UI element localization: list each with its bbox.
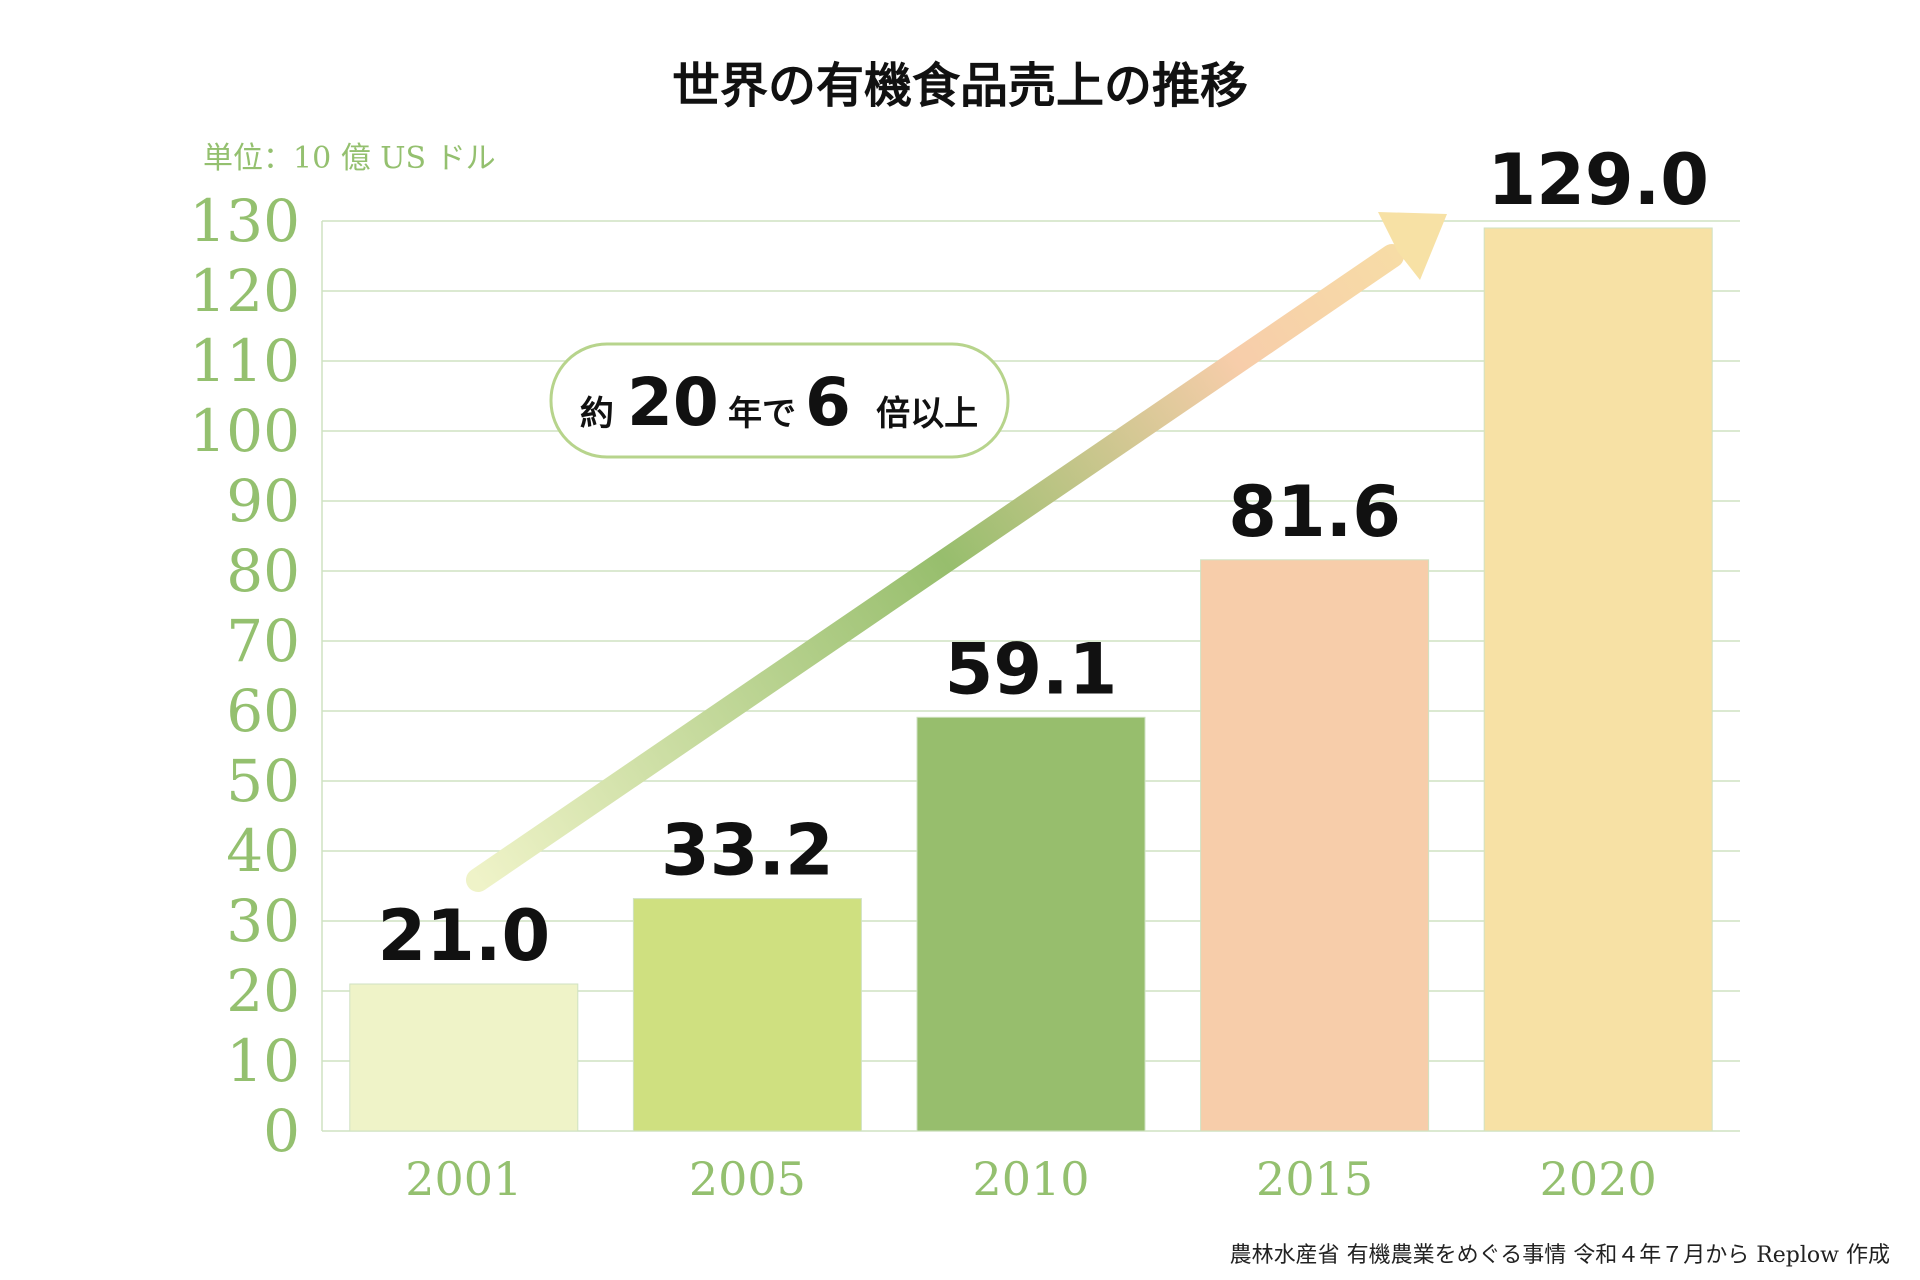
y-tick-label: 120 <box>189 257 300 325</box>
data-label-2010: 59.1 <box>945 628 1118 710</box>
callout-years: 20 <box>627 364 719 441</box>
data-label-2005: 33.2 <box>661 810 834 892</box>
data-label-2015: 81.6 <box>1228 471 1401 553</box>
callout-multiple: 6 <box>805 364 851 441</box>
callout-prefix: 約 <box>580 394 614 434</box>
y-tick-label: 90 <box>226 467 300 535</box>
data-label-2020: 129.0 <box>1487 139 1708 221</box>
growth-arrow <box>466 212 1447 892</box>
chart-title: 世界の有機食品売上の推移 <box>672 58 1248 114</box>
x-tick-label: 2001 <box>405 1152 522 1206</box>
y-tick-label: 20 <box>226 957 300 1025</box>
callout-suffix: 倍以上 <box>876 394 978 434</box>
bar-2001 <box>349 983 579 1132</box>
bars <box>349 227 1713 1132</box>
y-tick-label: 70 <box>226 607 300 675</box>
growth-arrow-shaft <box>466 244 1404 892</box>
y-tick-label: 40 <box>226 817 300 885</box>
y-tick-label: 80 <box>226 537 300 605</box>
x-tick-label: 2005 <box>689 1152 806 1206</box>
x-tick-label: 2020 <box>1540 1152 1657 1206</box>
bar-2005 <box>632 898 862 1132</box>
callout-box <box>549 342 1010 459</box>
callout-text: 約 20 年で 6 倍以上 <box>580 364 978 441</box>
y-tick-label: 30 <box>226 887 300 955</box>
y-tick-label: 10 <box>226 1027 300 1095</box>
y-tick-label: 100 <box>189 397 300 465</box>
x-tick-label: 2015 <box>1256 1152 1373 1206</box>
bar-2010 <box>916 716 1146 1132</box>
x-axis-ticks: 2001 2005 2010 2015 2020 <box>405 1152 1656 1206</box>
growth-callout: 約 20 年で 6 倍以上 <box>549 342 1010 459</box>
bar-2020 <box>1483 227 1713 1132</box>
source-note: 農林水産省 有機農業をめぐる事情 令和４年７月から Replow 作成 <box>1230 1243 1890 1268</box>
data-label-2001: 21.0 <box>377 895 550 977</box>
x-tick-label: 2010 <box>972 1152 1089 1206</box>
growth-arrow-head <box>1378 212 1447 280</box>
unit-label: 単位：10 億 US ドル <box>203 141 496 176</box>
y-tick-label: 60 <box>226 677 300 745</box>
y-tick-label: 110 <box>189 327 300 395</box>
y-tick-label: 0 <box>263 1097 300 1165</box>
y-tick-label: 50 <box>226 747 300 815</box>
y-tick-label: 130 <box>189 187 300 255</box>
bar-2015 <box>1200 559 1430 1132</box>
callout-middle: 年で <box>728 394 796 434</box>
data-labels: 21.0 33.2 59.1 81.6 129.0 <box>377 139 1708 977</box>
